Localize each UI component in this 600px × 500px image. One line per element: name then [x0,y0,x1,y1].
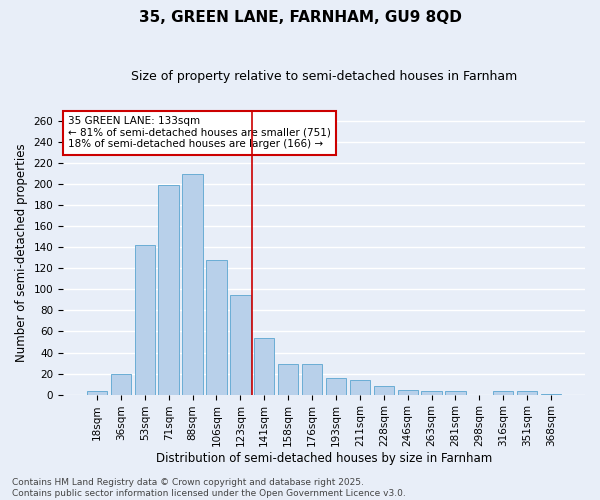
Bar [87,392,107,394]
Bar [493,392,514,394]
Title: Size of property relative to semi-detached houses in Farnham: Size of property relative to semi-detach… [131,70,517,83]
Bar [158,185,179,394]
Bar [182,174,203,394]
Text: 35 GREEN LANE: 133sqm
← 81% of semi-detached houses are smaller (751)
18% of sem: 35 GREEN LANE: 133sqm ← 81% of semi-deta… [68,116,331,150]
Bar [278,364,298,394]
Bar [206,260,227,394]
Bar [254,338,274,394]
X-axis label: Distribution of semi-detached houses by size in Farnham: Distribution of semi-detached houses by … [156,452,492,465]
Bar [350,380,370,394]
Bar [326,378,346,394]
Text: 35, GREEN LANE, FARNHAM, GU9 8QD: 35, GREEN LANE, FARNHAM, GU9 8QD [139,10,461,25]
Bar [230,294,251,394]
Bar [134,245,155,394]
Bar [398,390,418,394]
Text: Contains HM Land Registry data © Crown copyright and database right 2025.
Contai: Contains HM Land Registry data © Crown c… [12,478,406,498]
Bar [421,392,442,394]
Bar [445,392,466,394]
Bar [374,386,394,394]
Bar [302,364,322,394]
Bar [110,374,131,394]
Bar [517,392,538,394]
Y-axis label: Number of semi-detached properties: Number of semi-detached properties [15,144,28,362]
